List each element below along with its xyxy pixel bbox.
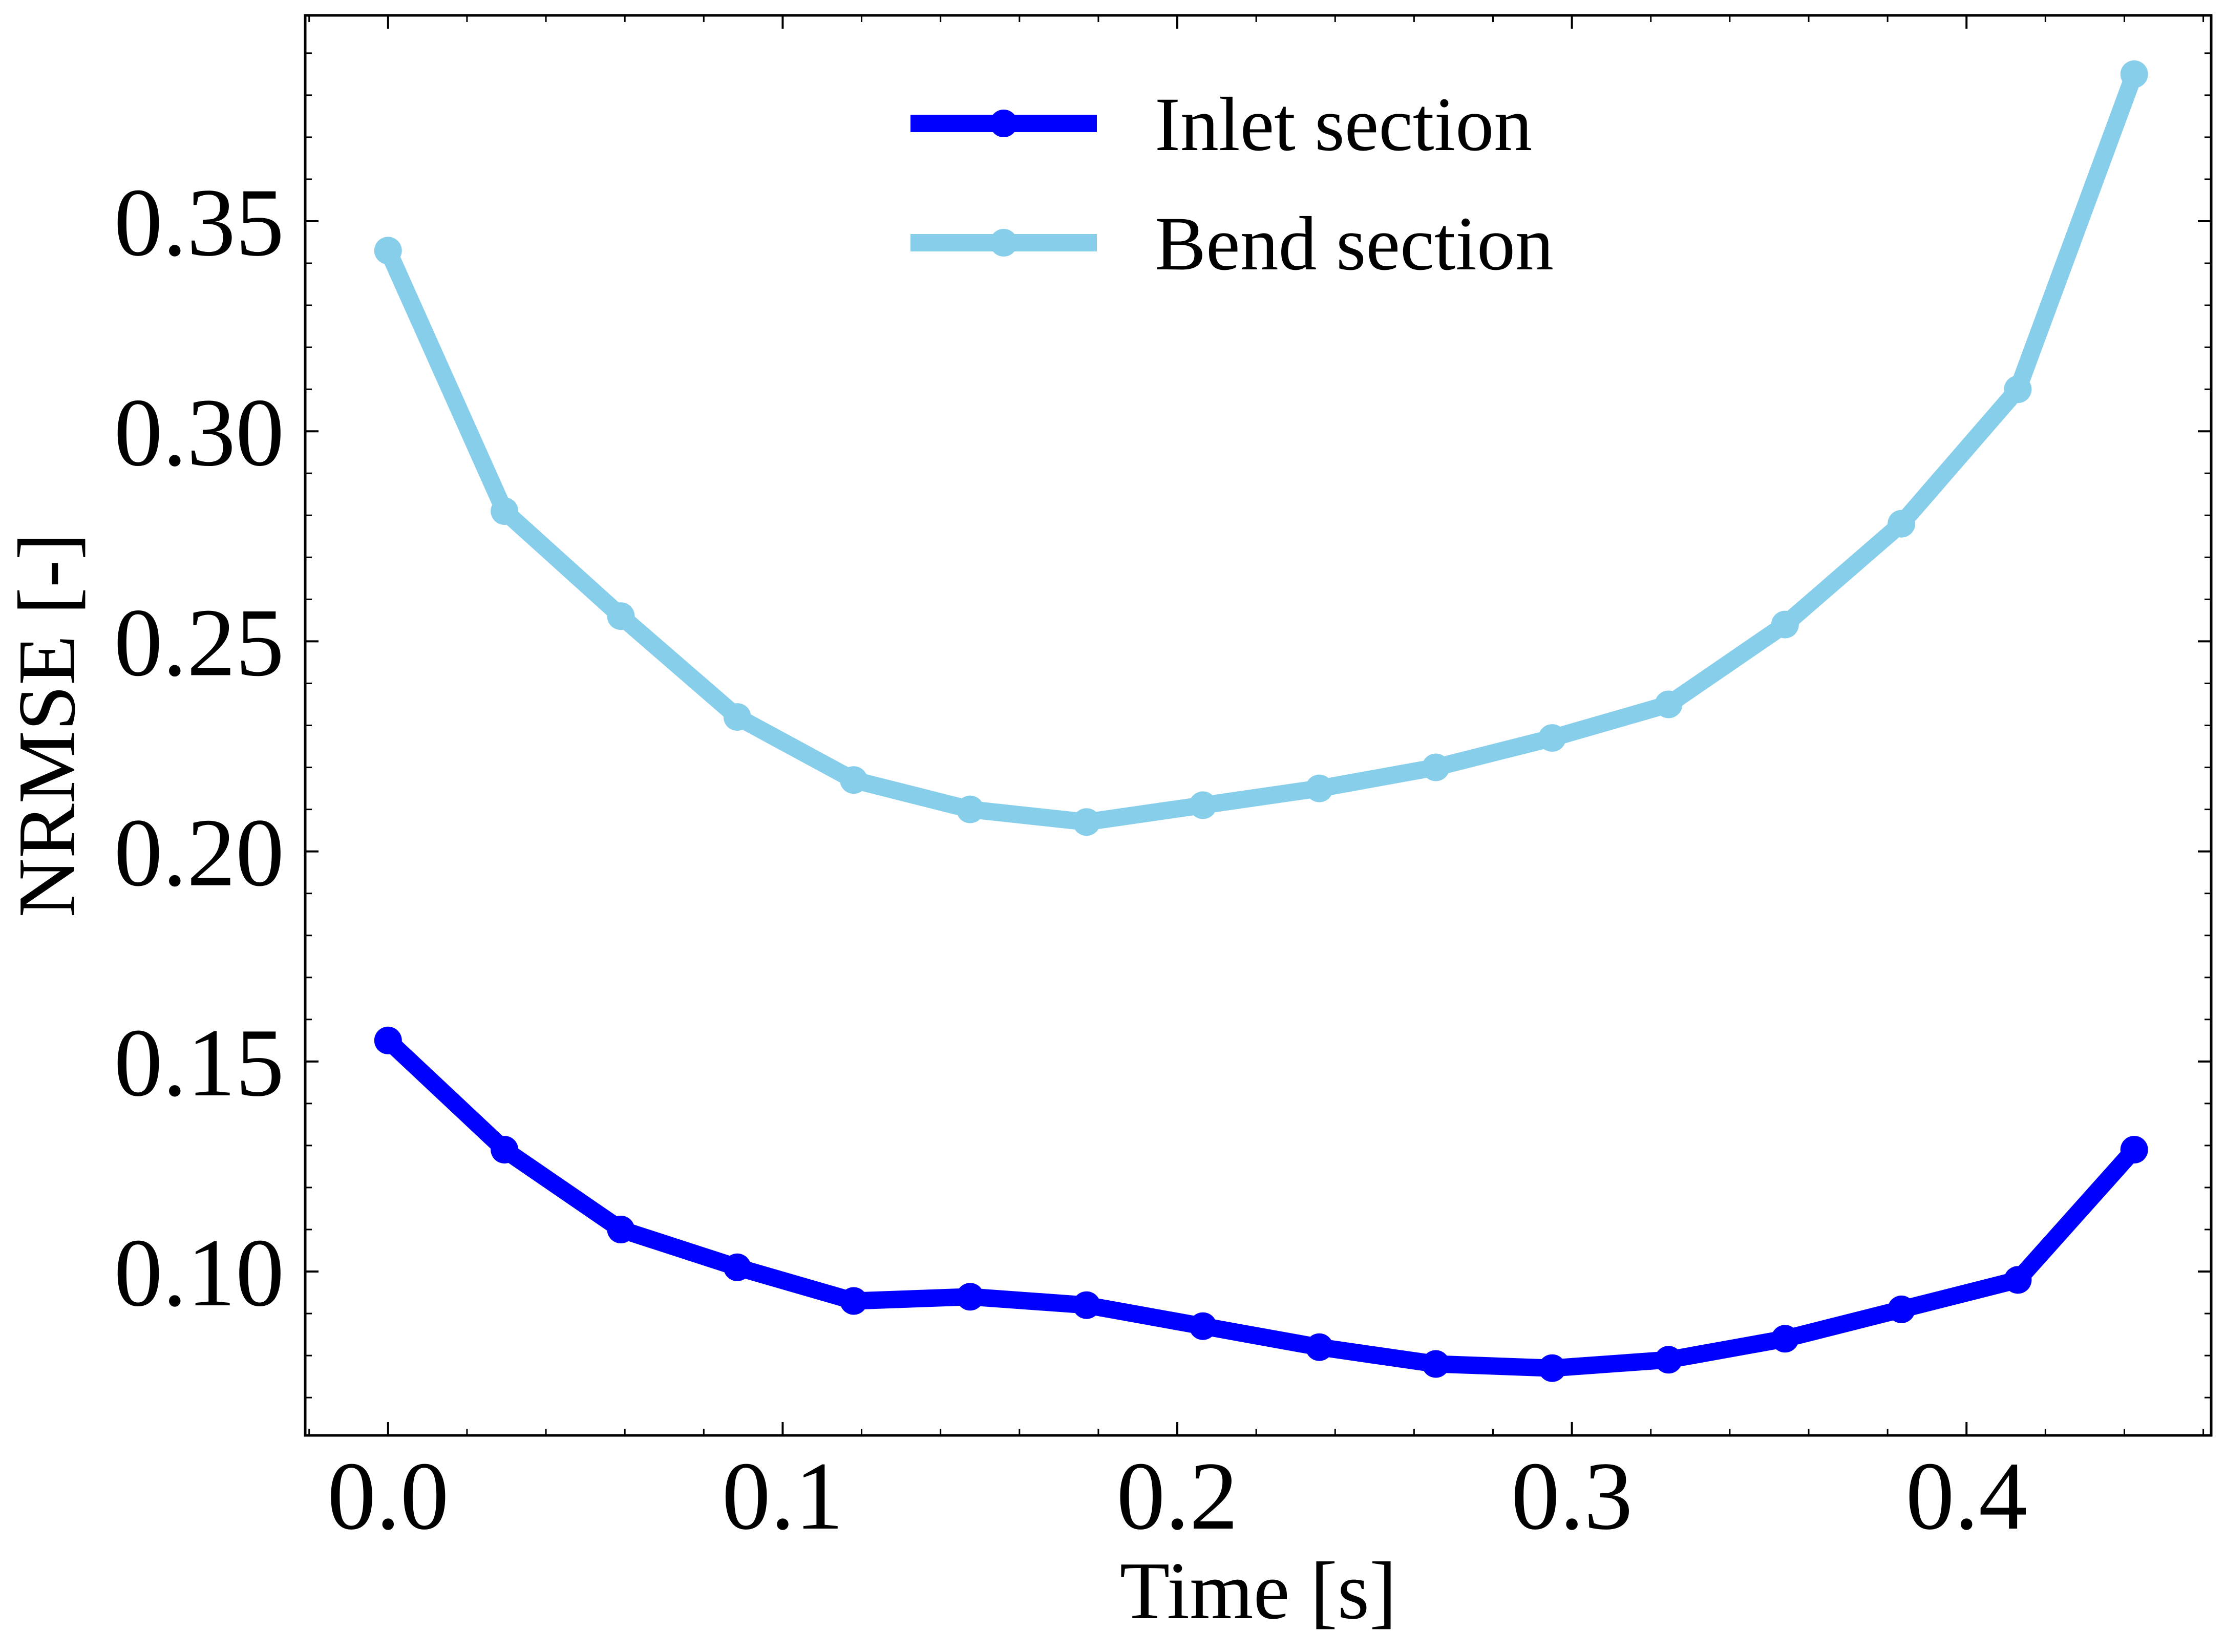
legend: Inlet section Bend section: [910, 82, 1554, 286]
data-point-bend-section: [2120, 60, 2148, 88]
data-point-bend-section: [840, 766, 868, 794]
data-point-inlet-section: [2120, 1136, 2148, 1164]
data-point-inlet-section: [723, 1253, 751, 1281]
data-point-bend-section: [374, 237, 402, 265]
legend-marker-inlet-section: [990, 110, 1018, 137]
data-point-inlet-section: [956, 1283, 984, 1311]
x-axis-label: Time [s]: [1120, 1545, 1397, 1636]
y-tick-label: 0.15: [114, 1009, 285, 1117]
data-point-bend-section: [1888, 510, 1916, 538]
data-point-bend-section: [491, 497, 519, 525]
x-tick-label: 0.0: [327, 1443, 449, 1550]
data-point-inlet-section: [1888, 1295, 1916, 1323]
y-tick-label: 0.25: [114, 589, 285, 696]
plot-frame: [304, 14, 2213, 1437]
x-tick-label: 0.4: [1905, 1443, 2027, 1550]
data-point-inlet-section: [1655, 1346, 1683, 1374]
legend-label-inlet-section: Inlet section: [1155, 82, 1532, 167]
y-tick-label: 0.30: [114, 379, 285, 486]
data-point-inlet-section: [1771, 1325, 1799, 1353]
x-tick-label: 0.3: [1511, 1443, 1633, 1550]
data-point-bend-section: [1771, 610, 1799, 639]
data-point-inlet-section: [1538, 1354, 1566, 1382]
x-tick-labels: 0.0 0.1 0.2 0.3 0.4: [327, 1443, 2027, 1550]
data-point-inlet-section: [1072, 1291, 1100, 1319]
data-point-inlet-section: [1305, 1333, 1333, 1361]
y-axis-label: NRMSE [-]: [1, 533, 92, 917]
legend-label-bend-section: Bend section: [1155, 201, 1554, 286]
data-point-inlet-section: [2004, 1266, 2032, 1294]
data-point-inlet-section: [1422, 1350, 1450, 1378]
data-point-bend-section: [607, 602, 635, 630]
data-point-bend-section: [723, 703, 751, 731]
series-line-inlet-section: [379, 1031, 2143, 1377]
data-point-inlet-section: [491, 1136, 519, 1164]
x-tick-label: 0.1: [722, 1443, 844, 1550]
series-inlet-section: [374, 1026, 2148, 1382]
data-point-bend-section: [1655, 690, 1683, 718]
series-line-bend-section: [379, 65, 2143, 831]
data-point-bend-section: [956, 795, 984, 823]
series-bend-section: [374, 60, 2148, 836]
data-point-bend-section: [1538, 724, 1566, 752]
data-point-bend-section: [1189, 791, 1217, 819]
y-tick-labels: 0.10 0.15 0.20 0.25 0.30 0.35: [114, 169, 285, 1327]
legend-marker-bend-section: [990, 229, 1018, 257]
data-point-inlet-section: [374, 1026, 402, 1054]
data-point-inlet-section: [607, 1216, 635, 1243]
x-tick-label: 0.2: [1116, 1443, 1238, 1550]
data-point-inlet-section: [1189, 1312, 1217, 1340]
data-point-bend-section: [1422, 753, 1450, 781]
data-point-bend-section: [1305, 774, 1333, 802]
series-layer: [374, 60, 2148, 1382]
data-point-bend-section: [1072, 808, 1100, 836]
y-tick-label: 0.10: [114, 1219, 285, 1327]
data-point-bend-section: [2004, 375, 2032, 404]
y-tick-label: 0.20: [114, 799, 285, 907]
data-point-inlet-section: [840, 1287, 868, 1315]
y-tick-label: 0.35: [114, 169, 285, 277]
